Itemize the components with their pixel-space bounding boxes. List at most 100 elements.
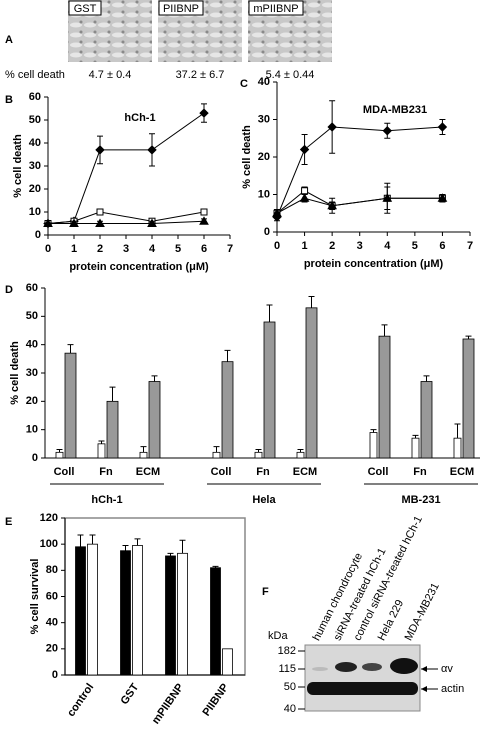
bar <box>132 545 143 676</box>
error-bar <box>77 534 84 547</box>
bar <box>305 307 318 459</box>
x-tick-label: 5 <box>175 243 181 255</box>
bar <box>177 552 188 676</box>
x-tick-label: 7 <box>467 240 473 252</box>
error-bar <box>297 449 304 453</box>
error-bar <box>134 538 141 546</box>
marker <box>95 218 105 227</box>
error-bar <box>89 534 96 545</box>
bar <box>411 437 420 459</box>
y-tick-label: 40 <box>29 137 41 149</box>
x-tick-label: 1 <box>302 240 308 252</box>
bar <box>453 437 462 459</box>
band <box>307 682 418 695</box>
marker <box>382 126 392 136</box>
error-bar <box>140 446 147 453</box>
y-tick-label: 10 <box>29 206 41 218</box>
panel-label: B <box>5 94 13 106</box>
y-tick-label: 0 <box>52 669 58 681</box>
x-tick-label: Fn <box>256 466 270 478</box>
y-axis-label: % cell death <box>12 134 24 198</box>
bar <box>120 550 131 676</box>
blot <box>304 644 421 712</box>
marker <box>199 216 209 225</box>
bar <box>369 432 378 459</box>
error-bar <box>212 565 219 568</box>
x-tick-label: ECM <box>293 466 317 478</box>
error-bar <box>213 446 220 453</box>
y-tick-label: 50 <box>26 310 38 322</box>
error-bar <box>465 335 472 339</box>
y-tick-label: 80 <box>46 564 58 576</box>
x-tick-label: 7 <box>227 243 233 255</box>
error-bar <box>98 440 105 444</box>
y-tick-label: 30 <box>26 367 38 379</box>
marker-label: 40 <box>284 703 296 715</box>
error-bar <box>308 296 315 308</box>
cell-death-value: 37.2 ± 6.7 <box>176 69 225 81</box>
arrow-head <box>421 686 427 692</box>
arrow-head <box>421 666 427 672</box>
band <box>362 663 382 671</box>
x-tick-label: 4 <box>384 240 391 252</box>
marker <box>327 122 337 132</box>
x-tick-label: 6 <box>439 240 445 252</box>
marker <box>95 145 105 155</box>
x-tick-label: ECM <box>136 466 160 478</box>
y-axis-label: % cell survival <box>29 559 41 635</box>
x-tick-label: 4 <box>149 243 156 255</box>
marker <box>43 218 53 227</box>
x-tick-label: 3 <box>357 240 363 252</box>
group-label: Hela <box>252 494 276 506</box>
series-line <box>47 112 205 224</box>
bar <box>222 648 233 676</box>
y-tick-label: 120 <box>40 512 58 524</box>
bar <box>254 451 263 459</box>
band <box>312 667 328 671</box>
bar <box>75 546 86 676</box>
bar <box>139 451 148 459</box>
x-tick-label: 6 <box>201 243 207 255</box>
x-tick-label: 3 <box>123 243 129 255</box>
x-tick-label: 1 <box>71 243 77 255</box>
x-tick-label: 0 <box>274 240 280 252</box>
error-bar <box>381 324 388 337</box>
x-tick-label: 0 <box>45 243 51 255</box>
x-tick-label: Fn <box>413 466 427 478</box>
cell-death-value: 4.7 ± 0.4 <box>89 69 132 81</box>
group-label: MB-231 <box>401 494 440 506</box>
band <box>390 658 418 674</box>
x-tick-label: Coll <box>211 466 232 478</box>
y-tick-label: 50 <box>29 114 41 126</box>
bar <box>148 381 161 459</box>
bar <box>263 321 276 459</box>
image-label-box <box>248 0 304 16</box>
marker <box>437 193 448 202</box>
band <box>335 662 357 672</box>
bar <box>106 400 119 459</box>
y-tick-label: 0 <box>35 229 41 241</box>
x-tick-label: GST <box>119 681 142 707</box>
error-bar <box>423 375 430 382</box>
row-label: % cell death <box>5 69 65 81</box>
y-tick-label: 40 <box>46 617 58 629</box>
y-tick-label: 60 <box>46 590 58 602</box>
y-tick-label: 20 <box>26 395 38 407</box>
y-tick-label: 20 <box>29 183 41 195</box>
x-tick-label: control <box>65 682 96 719</box>
bar <box>55 451 64 459</box>
x-axis-label: protein concentration (μM) <box>69 261 209 273</box>
image-label: GST <box>74 3 97 15</box>
bar <box>462 338 475 459</box>
chart-title: MDA-MB231 <box>363 104 427 116</box>
marker <box>327 200 338 210</box>
y-tick-label: 20 <box>46 643 58 655</box>
y-tick-label: 10 <box>258 188 270 200</box>
bar <box>221 361 234 459</box>
x-tick-label: ECM <box>450 466 474 478</box>
y-axis-label: % cell death <box>9 341 21 405</box>
error-bar <box>179 539 186 554</box>
bar <box>296 451 305 459</box>
bar <box>210 567 221 676</box>
